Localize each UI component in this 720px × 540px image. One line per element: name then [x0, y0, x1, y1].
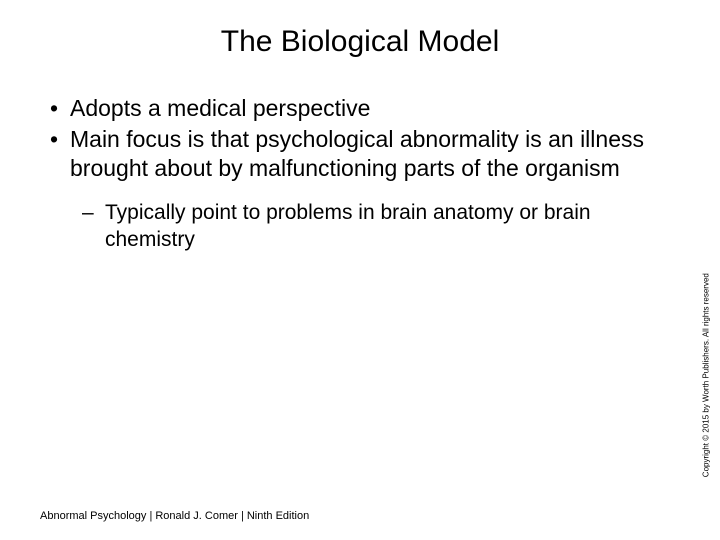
bullet-item: Adopts a medical perspective: [40, 94, 680, 123]
copyright-text: Copyright © 2015 by Worth Publishers. Al…: [702, 273, 711, 477]
slide-container: The Biological Model Adopts a medical pe…: [0, 0, 720, 540]
bullet-item: Main focus is that psychological abnorma…: [40, 125, 680, 183]
sub-bullet-item: Typically point to problems in brain ana…: [40, 200, 680, 253]
footer-text: Abnormal Psychology | Ronald J. Comer | …: [40, 510, 309, 522]
sub-bullet-list: Typically point to problems in brain ana…: [40, 200, 680, 253]
slide-title: The Biological Model: [40, 25, 680, 59]
bullet-list: Adopts a medical perspective Main focus …: [40, 94, 680, 182]
